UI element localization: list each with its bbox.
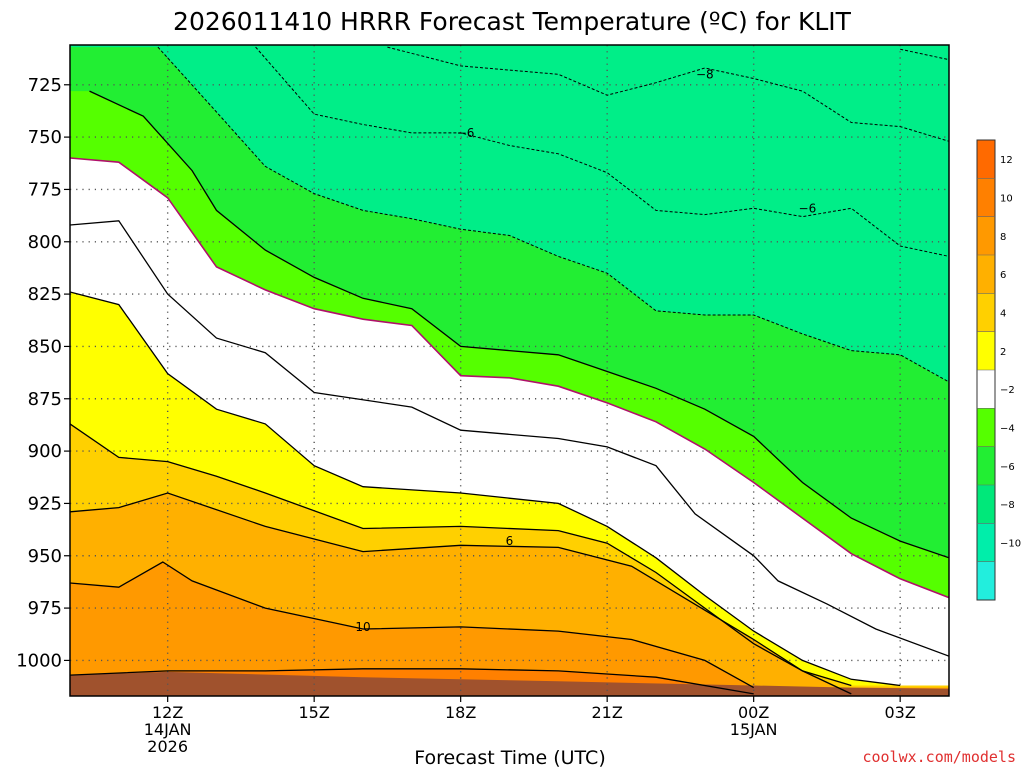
chart-title: 2026011410 HRRR Forecast Temperature (ºC…	[173, 7, 852, 36]
colorbar-label: −8	[1000, 500, 1015, 511]
y-tick-label: 825	[28, 284, 62, 305]
y-tick-label: 775	[28, 179, 62, 200]
y-axis: 725 750 775 800 825 850 875 900 925 950 975 1000	[16, 75, 70, 671]
colorbar: 12 10 8 6 4 2 −2 −4 −6 −8 −10	[976, 139, 1021, 601]
y-tick-label: 950	[28, 546, 62, 567]
colorbar-label: 4	[1000, 309, 1006, 320]
colorbar-segment	[977, 178, 995, 217]
x-tick-label: 2026	[147, 737, 188, 756]
x-tick-label: 03Z	[885, 703, 916, 722]
colorbar-label: −10	[1000, 539, 1021, 550]
x-tick-label: 21Z	[592, 703, 623, 722]
contour-label: −6	[799, 201, 817, 215]
y-tick-label: 900	[28, 441, 62, 462]
x-tick-label: 15JAN	[730, 720, 778, 739]
gridlines	[70, 45, 949, 696]
colorbar-label: 2	[1000, 347, 1006, 358]
isotherm-0	[70, 157, 949, 599]
colorbar-label: −2	[1000, 385, 1015, 396]
colorbar-label: 10	[1000, 194, 1013, 205]
y-tick-label: 975	[28, 598, 62, 619]
colorbar-segment	[977, 370, 995, 409]
colorbar-segment	[977, 293, 995, 332]
colorbar-segment	[977, 331, 995, 370]
y-tick-label: 750	[28, 127, 62, 148]
x-axis-label: Forecast Time (UTC)	[414, 747, 605, 768]
colorbar-segment	[977, 523, 995, 562]
colorbar-label: 6	[1000, 270, 1006, 281]
y-tick-label: 925	[28, 493, 62, 514]
contour-labels: −8 −6 −6 6 10	[355, 67, 817, 634]
x-tick-label: 12Z	[152, 703, 183, 722]
isotherm-10	[70, 668, 754, 695]
isotherm-8	[70, 561, 755, 689]
colorbar-label: 8	[1000, 232, 1006, 243]
isotherm--8	[387, 46, 949, 142]
y-tick-label: 850	[28, 336, 62, 357]
isotherm-4	[70, 423, 852, 687]
contour-label: 6	[506, 534, 514, 548]
colorbar-segment	[977, 255, 995, 294]
colorbar-segment	[977, 408, 995, 447]
colorbar-segment	[977, 216, 995, 255]
y-tick-label: 1000	[16, 650, 62, 671]
plot-frame	[69, 44, 950, 697]
y-tick-label: 875	[28, 389, 62, 410]
colorbar-segment	[977, 446, 995, 485]
colorbar-segment	[977, 140, 995, 179]
x-tick-label: 18Z	[445, 703, 476, 722]
contour-label: 10	[355, 620, 370, 634]
x-tick-label: 00Z	[738, 703, 769, 722]
colorbar-label: −4	[1000, 424, 1015, 435]
isotherm-6	[70, 492, 852, 695]
x-tick-label: 14JAN	[144, 720, 192, 739]
colorbar-label: −6	[1000, 462, 1015, 473]
isotherm--6	[255, 46, 949, 257]
isotherm-contours	[70, 46, 949, 695]
contour-label: −6	[457, 126, 475, 140]
colorbar-segment	[977, 485, 995, 524]
colorbar-segment	[977, 561, 995, 600]
contour-label: −8	[696, 67, 714, 81]
isotherm--10	[900, 48, 949, 61]
y-tick-label: 725	[28, 75, 62, 96]
x-tick-label: 15Z	[299, 703, 330, 722]
colorbar-label: 12	[1000, 155, 1013, 166]
isotherm--2	[89, 90, 949, 559]
isotherm-1	[70, 220, 949, 657]
isotherm--4	[157, 46, 949, 383]
isotherm-2	[70, 291, 901, 687]
y-tick-label: 800	[28, 232, 62, 253]
credit-text: coolwx.com/models	[862, 748, 1016, 766]
